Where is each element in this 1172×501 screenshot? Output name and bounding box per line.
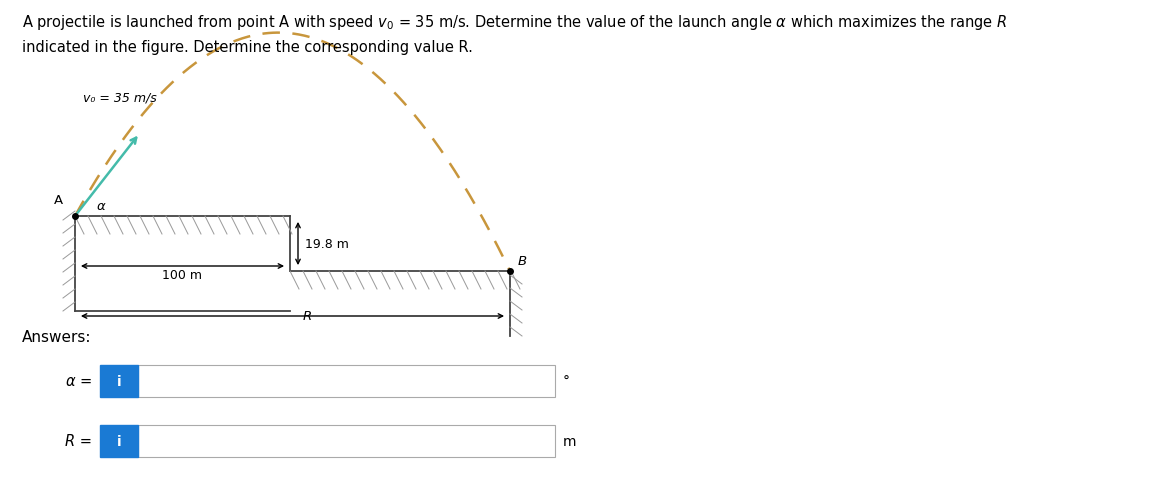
Text: m: m [563, 434, 577, 448]
Text: indicated in the figure. Determine the corresponding value R.: indicated in the figure. Determine the c… [22, 40, 472, 55]
Text: A projectile is launched from point A with speed $v_0$ = 35 m/s. Determine the v: A projectile is launched from point A wi… [22, 13, 1007, 32]
Text: A: A [54, 193, 63, 206]
Text: $\alpha$ =: $\alpha$ = [64, 374, 91, 389]
Bar [138, 425, 556, 457]
Text: R =: R = [64, 434, 91, 448]
Bar [100, 365, 138, 397]
Text: 19.8 m: 19.8 m [305, 237, 349, 250]
Text: R: R [302, 310, 312, 323]
Bar [100, 425, 138, 457]
Text: Answers:: Answers: [22, 329, 91, 344]
Text: i: i [117, 434, 122, 448]
Text: °: ° [563, 374, 570, 388]
Text: v₀ = 35 m/s: v₀ = 35 m/s [83, 92, 157, 105]
Text: 100 m: 100 m [163, 269, 203, 282]
Text: i: i [117, 374, 122, 388]
Text: B: B [518, 255, 527, 268]
Bar [138, 365, 556, 397]
Text: α: α [97, 199, 105, 212]
